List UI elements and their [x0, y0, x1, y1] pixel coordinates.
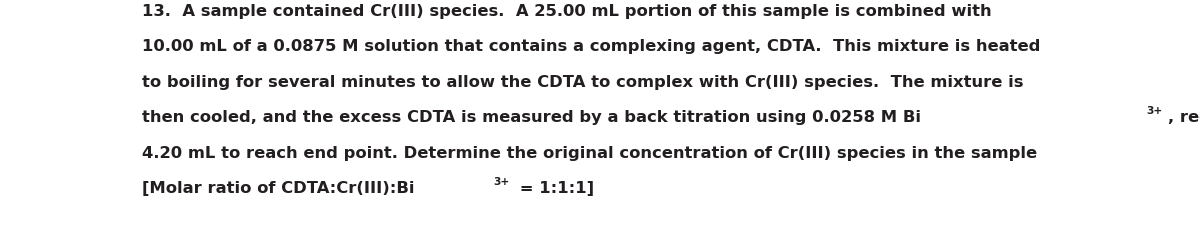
Text: = 1:1:1]: = 1:1:1]: [514, 182, 594, 196]
Text: 13.  A sample contained Cr(III) species.  A 25.00 mL portion of this sample is c: 13. A sample contained Cr(III) species. …: [142, 4, 991, 19]
Text: 10.00 mL of a 0.0875 M solution that contains a complexing agent, CDTA.  This mi: 10.00 mL of a 0.0875 M solution that con…: [142, 39, 1040, 54]
Text: to boiling for several minutes to allow the CDTA to complex with Cr(III) species: to boiling for several minutes to allow …: [142, 75, 1024, 90]
Text: 4.20 mL to reach end point. Determine the original concentration of Cr(III) spec: 4.20 mL to reach end point. Determine th…: [142, 146, 1037, 161]
Text: 3+: 3+: [493, 177, 510, 187]
Text: , required: , required: [1168, 110, 1200, 125]
Text: then cooled, and the excess CDTA is measured by a back titration using 0.0258 M : then cooled, and the excess CDTA is meas…: [142, 110, 920, 125]
Text: 3+: 3+: [1147, 106, 1163, 115]
Text: [Molar ratio of CDTA:Cr(III):Bi: [Molar ratio of CDTA:Cr(III):Bi: [142, 182, 414, 196]
